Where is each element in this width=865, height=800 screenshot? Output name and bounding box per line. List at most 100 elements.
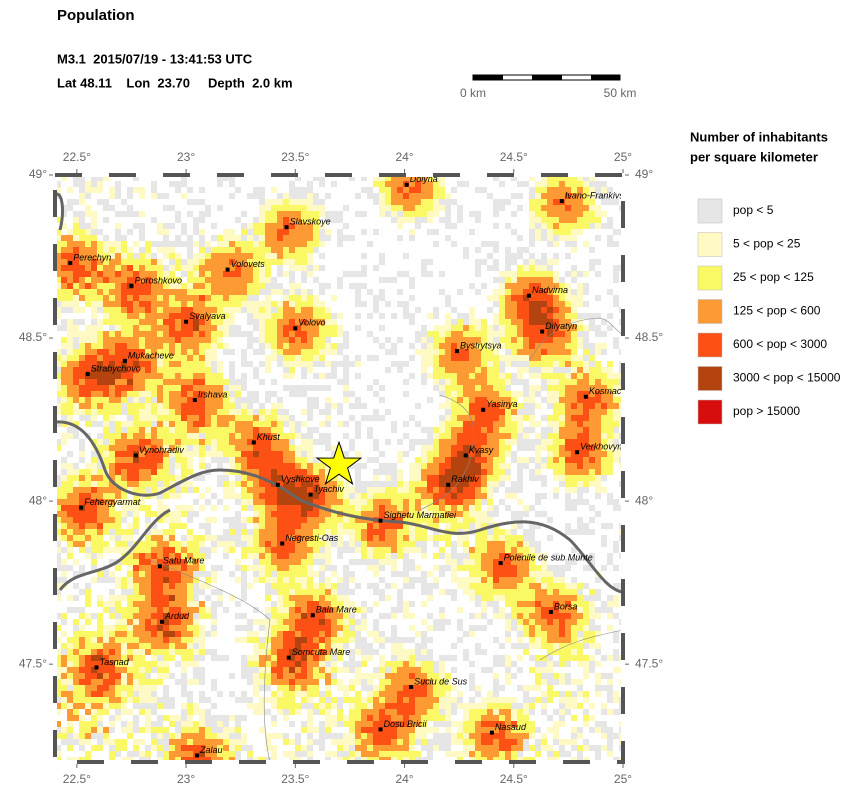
- density-cell: [415, 181, 421, 187]
- density-cell: [223, 475, 229, 481]
- density-cell: [589, 187, 595, 193]
- density-cell: [67, 433, 73, 439]
- density-cell: [139, 265, 145, 271]
- density-cell: [139, 439, 145, 445]
- density-cell: [421, 355, 427, 361]
- density-cell: [133, 223, 139, 229]
- density-cell: [613, 547, 619, 553]
- density-cell: [355, 433, 361, 439]
- density-cell: [217, 181, 223, 187]
- density-cell: [289, 193, 295, 199]
- density-cell: [547, 403, 553, 409]
- density-cell: [169, 397, 175, 403]
- density-cell: [547, 229, 553, 235]
- density-cell: [361, 403, 367, 409]
- density-cell: [187, 367, 193, 373]
- density-cell: [349, 589, 355, 595]
- density-cell: [175, 283, 181, 289]
- density-cell: [151, 355, 157, 361]
- density-cell: [115, 379, 121, 385]
- density-cell: [355, 283, 361, 289]
- density-cell: [547, 331, 553, 337]
- density-cell: [577, 451, 583, 457]
- density-cell: [223, 457, 229, 463]
- density-cell: [463, 481, 469, 487]
- density-cell: [505, 319, 511, 325]
- density-cell: [559, 589, 565, 595]
- density-cell: [85, 283, 91, 289]
- density-cell: [307, 601, 313, 607]
- density-cell: [559, 313, 565, 319]
- density-cell: [517, 547, 523, 553]
- density-cell: [529, 361, 535, 367]
- density-cell: [421, 259, 427, 265]
- density-cell: [217, 361, 223, 367]
- density-cell: [115, 181, 121, 187]
- density-cell: [535, 475, 541, 481]
- density-cell: [79, 277, 85, 283]
- density-cell: [79, 181, 85, 187]
- density-cell: [463, 499, 469, 505]
- density-cell: [577, 319, 583, 325]
- density-cell: [487, 331, 493, 337]
- density-cell: [607, 325, 613, 331]
- density-cell: [373, 229, 379, 235]
- density-cell: [115, 361, 121, 367]
- density-cell: [127, 577, 133, 583]
- density-cell: [469, 481, 475, 487]
- density-cell: [559, 433, 565, 439]
- density-cell: [463, 445, 469, 451]
- density-cell: [55, 241, 61, 247]
- density-cell: [265, 313, 271, 319]
- density-cell: [511, 295, 517, 301]
- density-cell: [307, 457, 313, 463]
- density-cell: [493, 301, 499, 307]
- density-cell: [373, 499, 379, 505]
- density-cell: [391, 463, 397, 469]
- density-cell: [295, 577, 301, 583]
- density-cell: [109, 373, 115, 379]
- density-cell: [433, 433, 439, 439]
- density-cell: [295, 301, 301, 307]
- density-cell: [523, 445, 529, 451]
- density-cell: [457, 211, 463, 217]
- density-cell: [553, 487, 559, 493]
- density-cell: [319, 283, 325, 289]
- density-cell: [163, 283, 169, 289]
- density-cell: [109, 313, 115, 319]
- density-cell: [295, 391, 301, 397]
- density-cell: [409, 229, 415, 235]
- density-cell: [409, 493, 415, 499]
- density-cell: [115, 535, 121, 541]
- density-cell: [151, 433, 157, 439]
- density-cell: [127, 193, 133, 199]
- density-cell: [481, 547, 487, 553]
- density-cell: [367, 553, 373, 559]
- density-cell: [535, 607, 541, 613]
- density-cell: [379, 529, 385, 535]
- density-cell: [319, 211, 325, 217]
- density-cell: [475, 385, 481, 391]
- density-cell: [187, 319, 193, 325]
- density-cell: [523, 307, 529, 313]
- density-cell: [547, 205, 553, 211]
- density-cell: [439, 451, 445, 457]
- density-cell: [313, 355, 319, 361]
- density-cell: [199, 283, 205, 289]
- density-cell: [265, 469, 271, 475]
- density-cell: [481, 601, 487, 607]
- density-cell: [181, 583, 187, 589]
- density-cell: [295, 325, 301, 331]
- density-cell: [535, 457, 541, 463]
- density-cell: [289, 439, 295, 445]
- density-cell: [121, 517, 127, 523]
- density-cell: [601, 427, 607, 433]
- density-cell: [541, 325, 547, 331]
- density-cell: [259, 523, 265, 529]
- density-cell: [235, 397, 241, 403]
- density-cell: [265, 343, 271, 349]
- density-cell: [301, 223, 307, 229]
- density-cell: [433, 475, 439, 481]
- density-cell: [301, 211, 307, 217]
- density-cell: [577, 607, 583, 613]
